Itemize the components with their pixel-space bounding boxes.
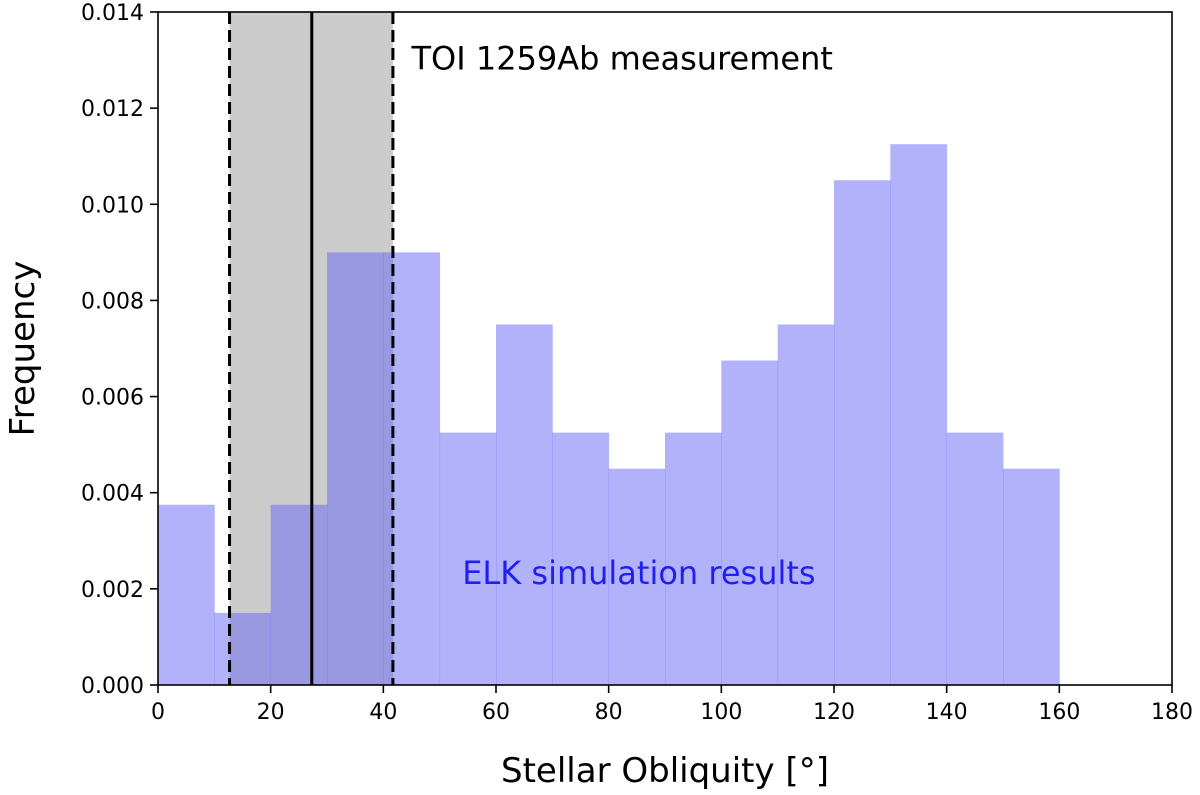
y-tick-label: 0.012 [81, 97, 144, 122]
y-tick-label: 0.002 [81, 578, 144, 603]
x-tick-label: 80 [595, 700, 623, 725]
measurement-lines-layer [228, 12, 395, 685]
y-tick-label: 0.014 [81, 1, 144, 26]
histogram-bar [1003, 468, 1060, 685]
x-tick-label: 180 [1151, 700, 1193, 725]
histogram-bar [777, 324, 835, 685]
histogram-bars-layer [158, 144, 1060, 686]
ticks-layer: 0 20 40 60 80 100 120 140 160 180 0.000 0.002 0.004 0… [81, 1, 1193, 725]
x-tick-label: 160 [1038, 700, 1080, 725]
x-tick-label: 140 [926, 700, 968, 725]
histogram-bar [608, 468, 666, 685]
histogram-bar [665, 432, 722, 685]
y-tick-label: 0.010 [81, 193, 144, 218]
histogram-bar [721, 360, 779, 685]
x-tick-label: 100 [700, 700, 742, 725]
y-tick-label: 0.006 [81, 386, 144, 411]
histogram-bar [327, 252, 384, 685]
y-tick-label: 0.000 [81, 674, 144, 699]
histogram-bar [890, 144, 948, 686]
plot-frame [157, 11, 1173, 686]
measurement-annotation: TOI 1259Ab measurement [411, 40, 833, 78]
y-tick-label: 0.008 [81, 289, 144, 314]
histogram-bar [158, 504, 215, 685]
y-axis-label: Frequency [3, 261, 43, 437]
histogram-bar [496, 324, 553, 685]
x-tick-label: 0 [151, 700, 165, 725]
x-axis-label: Stellar Obliquity [°] [501, 751, 829, 791]
y-tick-label: 0.004 [81, 482, 144, 507]
simulation-annotation: ELK simulation results [462, 554, 815, 592]
histogram-bar [270, 504, 328, 685]
x-tick-label: 40 [369, 700, 397, 725]
histogram-bar [834, 180, 891, 685]
histogram-bar [214, 612, 272, 685]
histogram-bar [946, 432, 1004, 685]
x-tick-label: 60 [482, 700, 510, 725]
x-tick-label: 120 [813, 700, 855, 725]
histogram-bar [552, 432, 610, 685]
x-tick-label: 20 [257, 700, 285, 725]
histogram-bar [439, 432, 497, 685]
